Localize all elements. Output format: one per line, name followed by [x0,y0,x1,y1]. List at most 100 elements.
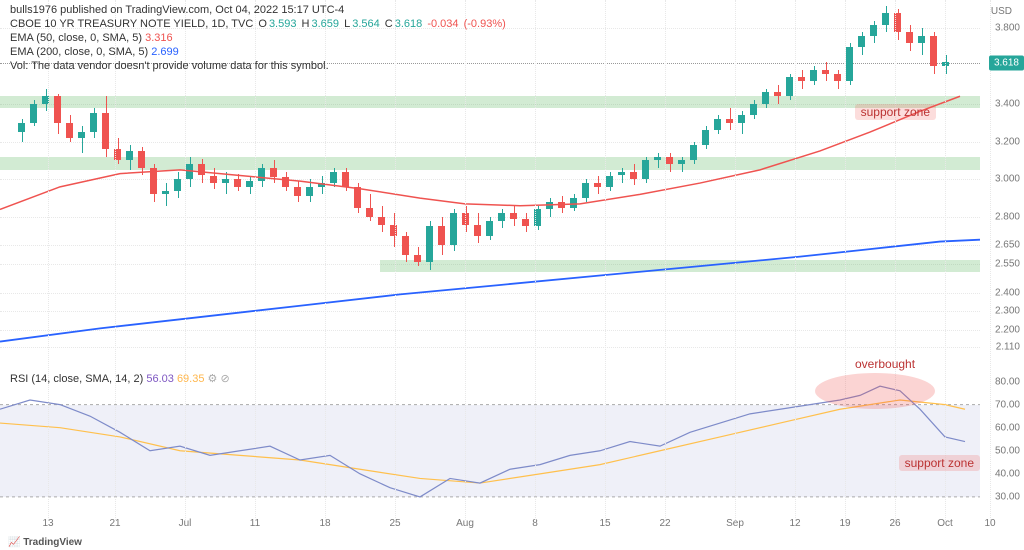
y-tick: 2.650 [995,240,1020,251]
candle[interactable] [342,172,349,187]
candle[interactable] [726,119,733,123]
candle[interactable] [678,160,685,164]
candle[interactable] [762,92,769,103]
y-tick: 3.800 [995,23,1020,34]
candle[interactable] [150,168,157,194]
candle[interactable] [414,255,421,263]
candle[interactable] [294,187,301,196]
candle[interactable] [450,213,457,245]
current-price-badge: 3.618 [989,55,1024,70]
candle[interactable] [558,202,565,208]
author: bulls1976 [10,4,57,16]
candle[interactable] [54,96,61,122]
candle[interactable] [138,151,145,168]
candle[interactable] [66,123,73,138]
overbought-annotation: overbought [855,357,915,371]
y-tick: 2.800 [995,212,1020,223]
candle[interactable] [714,119,721,130]
candle[interactable] [798,77,805,81]
candle[interactable] [306,187,313,196]
candle[interactable] [222,179,229,183]
y-tick: 2.200 [995,325,1020,336]
candle[interactable] [246,181,253,187]
candle[interactable] [546,202,553,210]
candle[interactable] [378,217,385,225]
price-y-axis[interactable]: 3.8003.6183.4003.2003.0002.8002.6502.550… [980,0,1024,368]
candle[interactable] [858,36,865,47]
candle[interactable] [570,198,577,207]
candle[interactable] [930,36,937,66]
symbol[interactable]: CBOE 10 YR TREASURY NOTE YIELD, 1D, TVC [10,18,253,30]
candle[interactable] [354,187,361,208]
candle[interactable] [498,213,505,221]
time-x-axis[interactable]: 1321Jul111825Aug81522Sep121926Oct10 [0,518,980,532]
candle[interactable] [582,183,589,198]
candle[interactable] [198,164,205,175]
candle[interactable] [366,208,373,217]
candle[interactable] [786,77,793,96]
candle[interactable] [90,113,97,132]
candle[interactable] [834,74,841,82]
candle[interactable] [174,179,181,190]
candle[interactable] [330,172,337,183]
candle[interactable] [750,104,757,115]
chart-container: bulls1976 published on TradingView.com, … [0,0,1024,550]
timestamp: Oct 04, 2022 15:17 UTC-4 [215,4,344,16]
rsi-value: 56.03 [146,373,174,385]
candle[interactable] [606,176,613,187]
candle[interactable] [102,113,109,149]
overbought-ellipse [815,373,935,409]
candle[interactable] [126,151,133,160]
candle[interactable] [882,13,889,24]
y-tick: 2.400 [995,287,1020,298]
ohlc-high: 3.659 [311,18,339,30]
candle[interactable] [510,213,517,219]
candle[interactable] [258,168,265,181]
candle[interactable] [654,157,661,161]
candle[interactable] [282,177,289,186]
rsi-y-axis[interactable]: 80.0070.0060.0050.0040.0030.00 [980,370,1024,520]
candle[interactable] [846,47,853,81]
candle[interactable] [474,225,481,236]
tradingview-brand[interactable]: 📈 TradingView [8,537,82,548]
candle[interactable] [702,130,709,145]
rsi-pane[interactable]: overboughtsupport zone [0,370,980,520]
ema200-label: EMA (200, close, 0, SMA, 5) [10,46,148,58]
y-tick: 3.200 [995,136,1020,147]
support-zone-annotation: support zone [855,104,936,120]
ohlc-close-label: C [385,18,393,30]
candle[interactable] [78,132,85,138]
ema50-value: 3.316 [145,32,173,44]
rsi-header: RSI (14, close, SMA, 14, 2) 56.03 69.35 … [10,372,230,385]
y-tick: 2.550 [995,259,1020,270]
candle[interactable] [162,191,169,195]
candle[interactable] [210,176,217,184]
candle[interactable] [426,226,433,262]
candle[interactable] [774,92,781,96]
support-zone-rect [380,260,980,271]
candle[interactable] [690,145,697,160]
candle[interactable] [870,25,877,36]
candle[interactable] [666,157,673,165]
candle[interactable] [642,160,649,179]
y-tick: 2.300 [995,306,1020,317]
rsi-settings-icon[interactable]: ⚙ ⊘ [208,373,230,385]
candle[interactable] [318,183,325,187]
candle[interactable] [918,36,925,44]
candle[interactable] [522,219,529,227]
candle[interactable] [30,104,37,123]
candle[interactable] [186,164,193,179]
candle[interactable] [738,115,745,123]
candle[interactable] [270,168,277,177]
candle[interactable] [594,183,601,187]
candle[interactable] [234,179,241,187]
candle[interactable] [810,70,817,81]
candle[interactable] [822,70,829,74]
candle[interactable] [486,221,493,236]
candle[interactable] [906,32,913,43]
candle[interactable] [630,172,637,180]
candle[interactable] [438,226,445,245]
candle[interactable] [18,123,25,132]
candle[interactable] [618,172,625,176]
candle[interactable] [402,236,409,255]
